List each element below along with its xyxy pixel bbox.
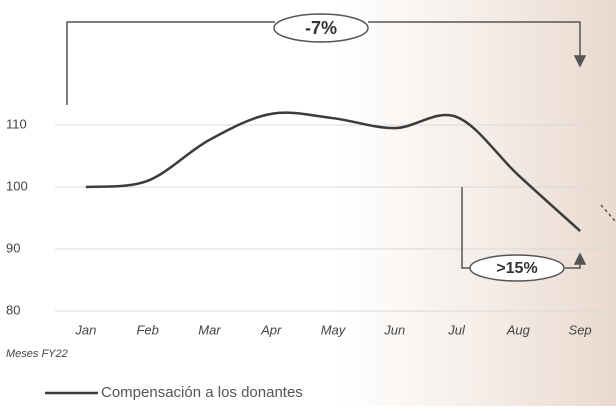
x-tick-label: Jan [74, 322, 96, 337]
legend-label: Compensación a los donantes [101, 384, 303, 401]
x-tick-label: Sep [569, 322, 592, 337]
x-tick-label: May [321, 322, 347, 337]
y-tick-label: 80 [6, 302, 20, 317]
x-tick-label: Feb [136, 322, 158, 337]
bracket [461, 187, 470, 269]
y-tick-label: 90 [6, 240, 20, 255]
arrow-head [573, 55, 587, 68]
y-tick-label: 100 [6, 178, 28, 193]
bracket [66, 21, 275, 105]
x-tick-label: Apr [260, 322, 282, 337]
bracket [368, 21, 581, 58]
x-tick-label: Jun [383, 322, 405, 337]
y-tick-label: 110 [6, 116, 27, 131]
dashed-line [600, 204, 616, 223]
annotation-brackets [66, 13, 616, 282]
x-tick-label: Jul [447, 322, 466, 337]
arrow-head [573, 252, 587, 265]
data-line [85, 111, 581, 232]
x-tick-label: Mar [198, 322, 221, 337]
annotation-box [469, 254, 565, 282]
x-axis-label: Meses FY22 [6, 348, 68, 360]
x-tick-label: Aug [506, 322, 531, 337]
annotation-box [273, 13, 369, 43]
annotation: >15% [496, 260, 537, 277]
annotation: -7% [305, 18, 337, 38]
